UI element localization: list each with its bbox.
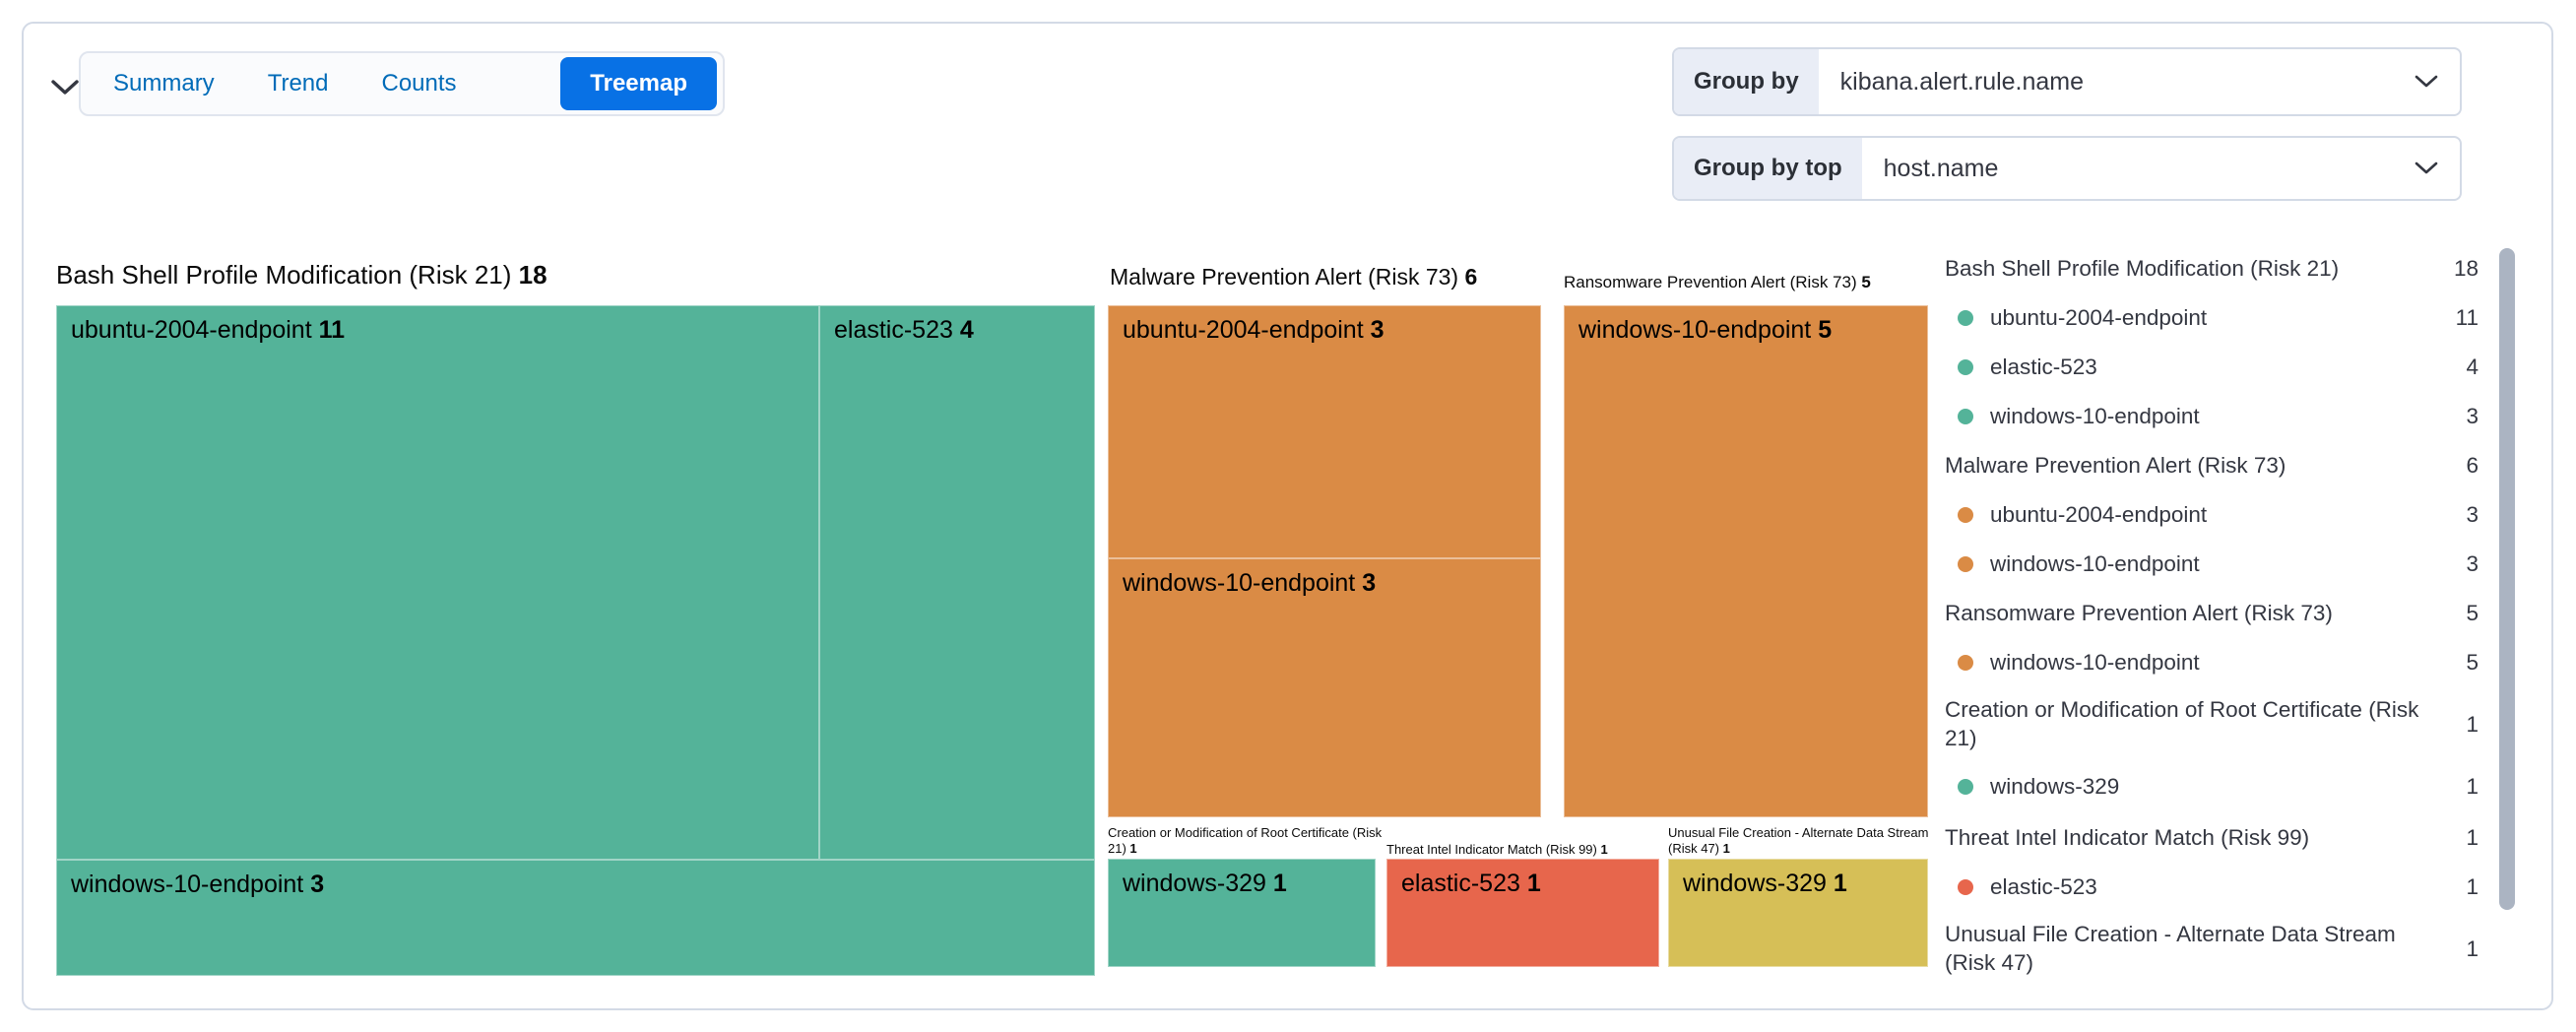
legend-color-dot [1958,879,1973,895]
legend-color-dot [1958,779,1973,795]
treemap-tile[interactable]: windows-10-endpoint 3 [56,860,1095,976]
legend-host-label[interactable]: windows-329 [1990,773,2120,799]
chevron-down-icon [50,78,80,96]
chevron-down-icon [2415,49,2460,114]
legend-count: 3 [2466,551,2479,576]
treemap-group-header: Creation or Modification of Root Certifi… [1108,825,1383,856]
group-by-top-control: Group by top host.name [1672,136,2462,201]
treemap-group-header: Ransomware Prevention Alert (Risk 73) 5 [1564,273,1871,291]
legend-count: 1 [2466,712,2479,737]
view-selector-group: Summary Trend Counts Treemap [79,51,725,116]
legend-count: 18 [2453,256,2479,281]
legend-count: 1 [2466,936,2479,961]
legend-rule-label[interactable]: Unusual File Creation - Alternate Data S… [1945,922,2396,975]
treemap-tile[interactable]: windows-329 1 [1668,859,1928,967]
treemap-tile[interactable]: ubuntu-2004-endpoint 11 [56,305,819,860]
treemap-tile[interactable]: elastic-523 1 [1386,859,1659,967]
treemap-tile[interactable]: windows-329 1 [1108,859,1376,967]
legend-color-dot [1958,507,1973,523]
legend-rule-item: Ransomware Prevention Alert (Risk 73) 5 [1945,599,2479,628]
legend-rule-label[interactable]: Creation or Modification of Root Certifi… [1945,697,2419,750]
legend-count: 3 [2466,404,2479,428]
legend-host-label[interactable]: elastic-523 [1990,873,2097,899]
legend-host-item: ubuntu-2004-endpoint 11 [1945,303,2479,333]
legend-scrollbar-thumb[interactable] [2499,248,2515,910]
legend-count: 11 [2455,305,2479,330]
group-by-control: Group by kibana.alert.rule.name [1672,47,2462,116]
legend-host-item: elastic-523 4 [1945,353,2479,382]
treemap-tile[interactable]: ubuntu-2004-endpoint 3 [1108,305,1541,558]
legend-host-label[interactable]: ubuntu-2004-endpoint [1990,304,2208,330]
tab-treemap[interactable]: Treemap [560,57,717,110]
legend-host-item: windows-10-endpoint 5 [1945,648,2479,677]
legend-count: 6 [2466,453,2479,478]
treemap-group-header: Bash Shell Profile Modification (Risk 21… [56,260,547,290]
legend-rule-item: Bash Shell Profile Modification (Risk 21… [1945,254,2479,284]
legend-host-label[interactable]: windows-10-endpoint [1990,550,2200,576]
treemap-tile[interactable]: windows-10-endpoint 5 [1564,305,1928,817]
treemap-group-header: Unusual File Creation - Alternate Data S… [1668,825,1929,856]
legend-host-item: ubuntu-2004-endpoint 3 [1945,500,2479,530]
legend-color-dot [1958,655,1973,671]
legend-rule-item: Malware Prevention Alert (Risk 73) 6 [1945,451,2479,481]
treemap-group-header: Threat Intel Indicator Match (Risk 99) 1 [1386,842,1608,857]
legend-count: 1 [2466,825,2479,850]
legend-host-label[interactable]: windows-10-endpoint [1990,403,2200,428]
chevron-down-icon [2415,138,2460,199]
tab-counts[interactable]: Counts [381,70,457,97]
legend-color-dot [1958,310,1973,326]
legend-count: 5 [2466,650,2479,675]
group-by-select[interactable]: kibana.alert.rule.name [1839,67,2085,96]
treemap-tile[interactable]: windows-10-endpoint 3 [1108,558,1541,817]
group-by-top-label: Group by top [1674,138,1862,199]
legend-count: 5 [2466,601,2479,625]
legend-color-dot [1958,409,1973,424]
legend-host-item: elastic-523 1 [1945,872,2479,902]
legend-rule-label[interactable]: Malware Prevention Alert (Risk 73) [1945,452,2286,478]
legend-rule-label[interactable]: Bash Shell Profile Modification (Risk 21… [1945,255,2340,281]
legend-rule-label[interactable]: Threat Intel Indicator Match (Risk 99) [1945,824,2310,850]
collapse-section-button[interactable] [43,65,87,108]
tab-summary[interactable]: Summary [113,70,215,97]
legend-rule-item: Unusual File Creation - Alternate Data S… [1945,920,2479,979]
legend-rule-item: Threat Intel Indicator Match (Risk 99) 1 [1945,823,2479,853]
group-by-top-select[interactable]: host.name [1883,154,1999,182]
legend-host-item: windows-329 1 [1945,772,2479,802]
legend-host-label[interactable]: windows-10-endpoint [1990,649,2200,675]
legend-host-item: windows-10-endpoint 3 [1945,402,2479,431]
tab-trend[interactable]: Trend [267,70,329,97]
legend-host-label[interactable]: ubuntu-2004-endpoint [1990,501,2208,527]
legend-host-item: windows-10-endpoint 3 [1945,549,2479,579]
legend-count: 1 [2466,874,2479,899]
legend-color-dot [1958,359,1973,375]
legend-count: 4 [2466,355,2479,379]
legend-count: 1 [2466,774,2479,799]
group-by-label: Group by [1674,49,1819,114]
treemap-group-header: Malware Prevention Alert (Risk 73) 6 [1110,264,1478,290]
legend-rule-item: Creation or Modification of Root Certifi… [1945,695,2479,754]
treemap-tile[interactable]: elastic-523 4 [819,305,1095,860]
legend-color-dot [1958,556,1973,572]
legend-host-label[interactable]: elastic-523 [1990,354,2097,379]
legend-count: 3 [2466,502,2479,527]
legend-rule-label[interactable]: Ransomware Prevention Alert (Risk 73) [1945,600,2333,625]
